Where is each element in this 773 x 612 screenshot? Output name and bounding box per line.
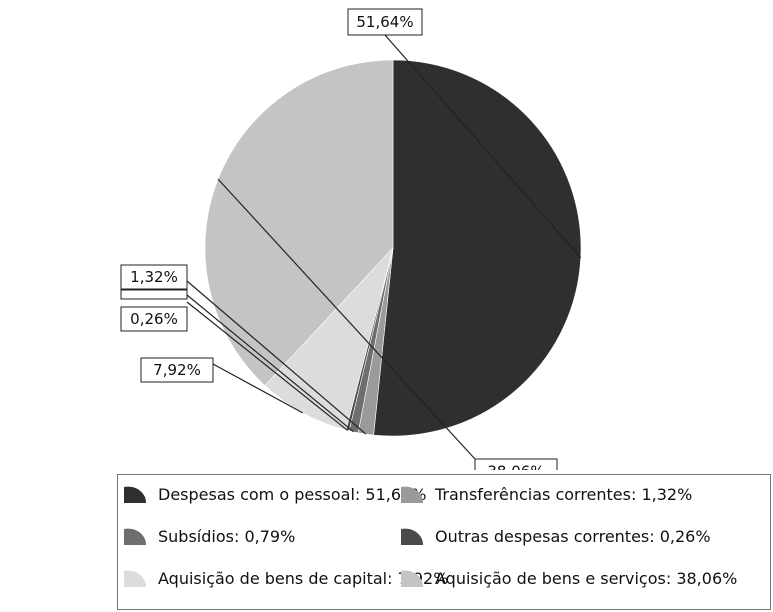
data-label-box (140, 357, 214, 383)
pie-slices (204, 59, 582, 437)
legend: Despesas com o pessoal: 51,64% Transferê… (117, 474, 771, 610)
legend-item-subsidios: Subsídios: 0,79% (124, 523, 295, 549)
leader-line (212, 363, 303, 414)
pie-chart: 51,64% 1,32% 0,26% 7,92% 38,06% (120, 8, 582, 471)
leader-line (384, 34, 582, 259)
legend-label: Aquisição de bens de capital: 7,92% (158, 568, 449, 588)
legend-swatch-shape (401, 486, 424, 503)
legend-item-transferencias-correntes: Transferências correntes: 1,32% (401, 481, 692, 507)
legend-item-despesas-pessoal: Despesas com o pessoal: 51,64% (124, 481, 426, 507)
legend-label: Transferências correntes: 1,32% (435, 484, 693, 504)
legend-swatch-icon (401, 569, 425, 587)
legend-swatch-shape (124, 486, 147, 503)
data-label: 38,06% (487, 463, 544, 471)
legend-swatch-shape (401, 570, 424, 587)
legend-swatch-shape (401, 528, 424, 545)
legend-item-bens-capital: Aquisição de bens de capital: 7,92% (124, 565, 448, 591)
data-label-box (120, 306, 188, 332)
legend-swatch-icon (124, 527, 148, 545)
leader-line (217, 178, 476, 460)
legend-item-outras-despesas: Outras despesas correntes: 0,26% (401, 523, 711, 549)
data-label: 0,26% (130, 310, 178, 328)
leader-line (186, 280, 367, 435)
legend-swatch-icon (124, 569, 148, 587)
leader-line (186, 301, 348, 431)
leader-line (186, 294, 354, 433)
legend-label: Outras despesas correntes: 0,26% (435, 526, 711, 546)
legend-swatch-icon (401, 485, 425, 503)
legend-label: Despesas com o pessoal: 51,64% (158, 484, 427, 504)
data-label-box (474, 458, 558, 470)
data-label-box (120, 289, 188, 300)
legend-swatch-shape (124, 528, 147, 545)
data-label: 51,64% (356, 13, 413, 31)
data-label-box (120, 264, 188, 290)
legend-label: Aquisição de bens e serviços: 38,06% (435, 568, 738, 588)
legend-swatch-shape (124, 570, 147, 587)
pie-slice (373, 59, 582, 437)
data-label: 7,92% (153, 361, 201, 379)
legend-swatch-icon (124, 485, 148, 503)
legend-item-bens-servicos: Aquisição de bens e serviços: 38,06% (401, 565, 737, 591)
legend-label: Subsídios: 0,79% (158, 526, 296, 546)
legend-swatch-icon (401, 527, 425, 545)
data-label: 1,32% (130, 268, 178, 286)
data-label-box (347, 8, 423, 36)
slice-labels: 51,64% 1,32% 0,26% 7,92% 38,06% (120, 8, 582, 471)
